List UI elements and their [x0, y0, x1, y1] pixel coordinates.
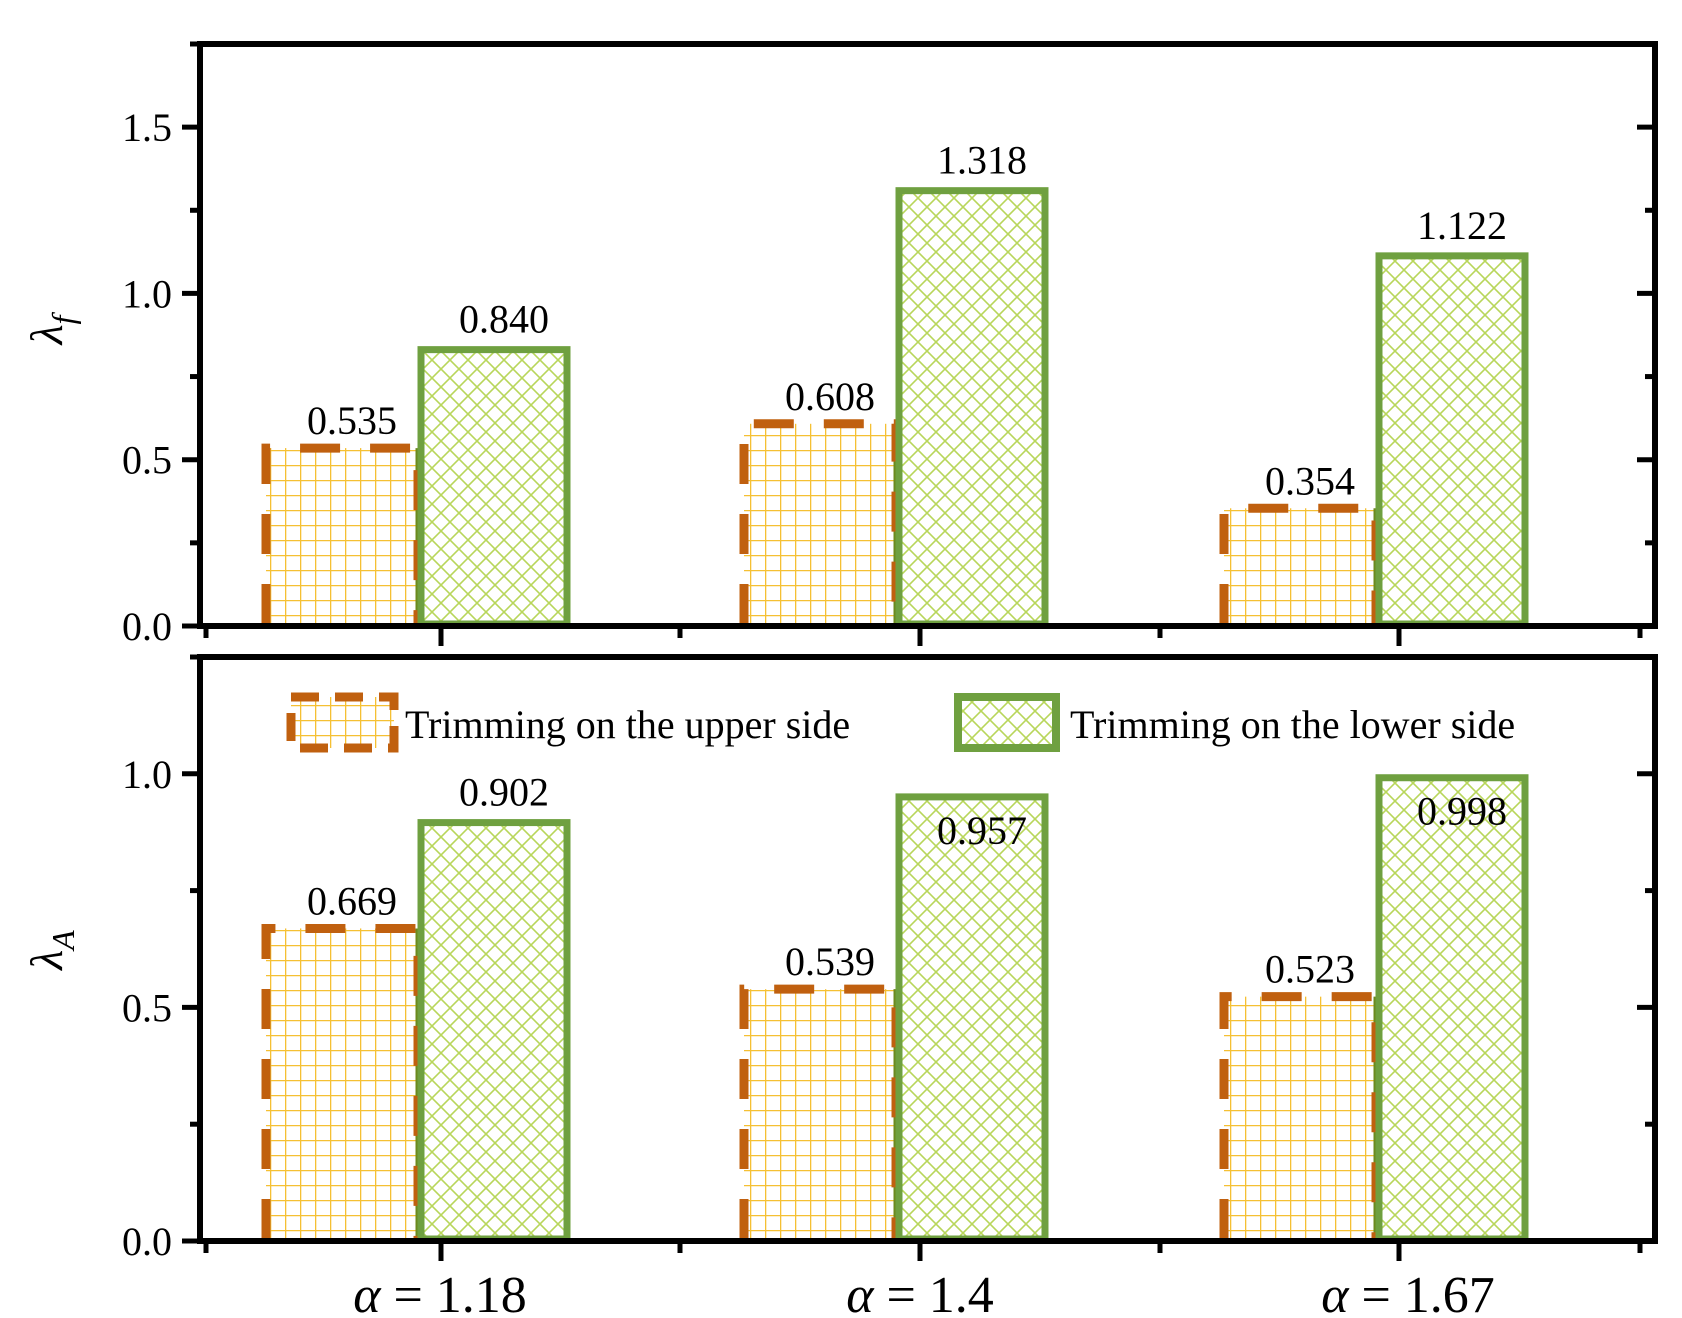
- bottom-data-label-upper-2: 0.539: [785, 939, 875, 984]
- top-data-labels: 0.535 0.608 0.354 0.840 1.318 1.122: [307, 138, 1507, 504]
- bottom-y-axis-label: λA: [21, 930, 81, 972]
- top-y-tick-label: 0.0: [122, 604, 172, 649]
- bottom-y-tick-label: 0.0: [122, 1219, 172, 1264]
- legend-label-lower: Trimming on the lower side: [1070, 702, 1515, 747]
- legend-swatch-lower: [954, 693, 1060, 752]
- top-bar-upper-2: [744, 423, 896, 624]
- top-y-axis-label: λf: [21, 311, 81, 346]
- legend-item-upper: Trimming on the upper side: [286, 692, 850, 753]
- top-bar-lower-1: [417, 346, 571, 628]
- category-label-1: α = 1.18: [353, 1267, 527, 1318]
- top-data-label-lower-2: 1.318: [937, 138, 1027, 183]
- top-bar-upper-outline-1: [261, 443, 423, 624]
- category-label-3: α = 1.67: [1321, 1267, 1495, 1318]
- top-x-ticks: [203, 626, 1643, 646]
- bottom-bar-lower-1: [417, 819, 571, 1243]
- bottom-bar-lower-2: [895, 793, 1049, 1243]
- top-bar-upper-1: [266, 448, 418, 624]
- bottom-y-tick-label: 1.0: [122, 752, 172, 797]
- bottom-data-label-lower-2: 0.957: [937, 808, 1027, 853]
- top-bar-lower-3: [1375, 252, 1529, 628]
- bottom-data-labels: 0.669 0.539 0.523 0.902 0.957 0.998: [307, 770, 1507, 992]
- bottom-bar-lower-3: [1375, 774, 1529, 1243]
- top-y-ticks: 0.0 0.5 1.0 1.5: [122, 41, 1655, 649]
- top-data-label-lower-3: 1.122: [1417, 203, 1507, 248]
- top-data-label-upper-2: 0.608: [785, 374, 875, 419]
- bottom-bar-upper-outline-1: [261, 923, 423, 1239]
- bottom-bars: [261, 774, 1529, 1243]
- legend-swatch-upper: [286, 692, 399, 753]
- top-y-tick-label: 1.5: [122, 105, 172, 150]
- legend-label-upper: Trimming on the upper side: [405, 702, 850, 747]
- bottom-data-label-upper-3: 0.523: [1265, 947, 1355, 992]
- x-category-labels: α = 1.18 α = 1.4 α = 1.67: [353, 1267, 1495, 1318]
- bottom-x-ticks: [203, 1241, 1643, 1261]
- top-data-label-upper-3: 0.354: [1265, 458, 1355, 503]
- top-data-label-upper-1: 0.535: [307, 398, 397, 443]
- bottom-y-ticks: 0.0 0.5 1.0: [122, 654, 1655, 1264]
- bottom-bar-upper-1: [266, 928, 418, 1239]
- bottom-bar-upper-2: [744, 989, 896, 1239]
- top-bar-upper-3: [1224, 508, 1376, 624]
- bottom-data-label-lower-3: 0.998: [1417, 789, 1507, 834]
- bottom-plot-frame: [197, 654, 1658, 1244]
- bottom-y-tick-label: 0.5: [122, 985, 172, 1030]
- legend-item-lower: Trimming on the lower side: [954, 693, 1515, 752]
- top-y-tick-label: 0.5: [122, 438, 172, 483]
- category-label-2: α = 1.4: [846, 1267, 994, 1318]
- bottom-bar-upper-3: [1224, 996, 1376, 1239]
- bottom-data-label-upper-1: 0.669: [307, 878, 397, 923]
- top-bars: [261, 187, 1529, 628]
- top-bar-lower-2: [895, 187, 1049, 628]
- top-panel: 0.535 0.608 0.354 0.840 1.318 1.122 0.0 0.5 1.0…: [21, 41, 1658, 649]
- bottom-panel: 0.669 0.539 0.523 0.902 0.957 0.998 0.0 0.5 1.0…: [21, 654, 1658, 1264]
- top-plot-frame: [197, 41, 1658, 629]
- legend: Trimming on the upper side Trimming on t…: [286, 692, 1515, 753]
- bottom-data-label-lower-1: 0.902: [459, 770, 549, 815]
- top-y-tick-label: 1.0: [122, 271, 172, 316]
- top-data-label-lower-1: 0.840: [459, 297, 549, 342]
